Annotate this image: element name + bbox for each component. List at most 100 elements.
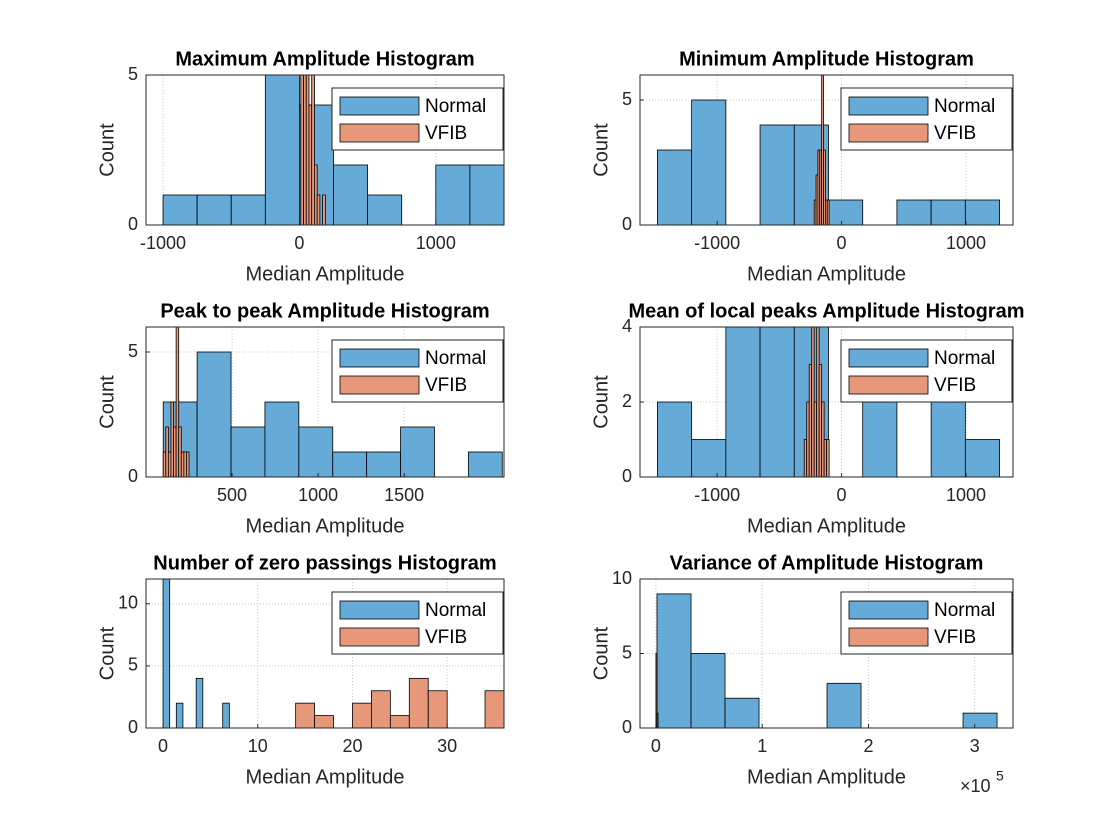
x-axis-label: Median Amplitude	[246, 766, 405, 788]
histogram-bar	[964, 439, 1000, 477]
legend-swatch	[339, 375, 420, 395]
legend-label: Normal	[425, 96, 486, 117]
x-tick-label: 0	[837, 233, 847, 253]
plot-area	[162, 327, 503, 477]
histogram-bar	[222, 702, 230, 728]
x-tick-label: 3	[970, 736, 980, 756]
legend-swatch	[339, 123, 420, 143]
chart-title: Minimum Amplitude Histogram	[679, 48, 974, 70]
histogram-bar	[389, 715, 410, 728]
x-tick-label: 500	[217, 485, 247, 505]
histogram-bar	[352, 702, 372, 728]
y-tick-label: 0	[128, 466, 138, 486]
y-tick-label: 4	[622, 316, 632, 336]
y-tick-label: 0	[622, 214, 632, 234]
legend-swatch	[848, 627, 929, 647]
x-tick-label: -1000	[694, 485, 740, 505]
x-exponent-base: ×10	[960, 776, 991, 796]
histogram-bar	[962, 712, 998, 728]
x-tick-label: 0	[651, 736, 661, 756]
x-tick-label: 0	[158, 736, 168, 756]
y-axis-label: Count	[590, 375, 612, 429]
y-tick-label: 10	[118, 593, 138, 613]
histogram-bar	[896, 199, 932, 225]
histogram-bar	[691, 99, 727, 225]
histogram-bar	[657, 149, 693, 225]
legend-swatch	[339, 600, 420, 620]
histogram-bar	[295, 702, 315, 728]
y-axis-label: Count	[96, 626, 118, 680]
chart-title: Number of zero passings Histogram	[153, 552, 496, 574]
histogram-bar	[303, 75, 307, 225]
histogram-bar	[300, 75, 304, 225]
x-tick-label: 1000	[416, 233, 456, 253]
legend-swatch	[339, 627, 420, 647]
legend-label: Normal	[934, 600, 995, 621]
plot-area	[657, 327, 1000, 477]
legend-label: VFIB	[425, 375, 467, 396]
y-tick-label: 0	[128, 717, 138, 737]
histogram-bar	[759, 124, 795, 225]
x-tick-label: 2	[863, 736, 873, 756]
histogram-bar	[264, 401, 300, 477]
histogram-bar	[655, 653, 658, 728]
histogram-bar	[862, 401, 898, 477]
y-tick-label: 5	[128, 341, 138, 361]
axes-box	[145, 74, 505, 226]
histogram-bar	[332, 451, 368, 477]
legend-label: Normal	[425, 600, 486, 621]
legend-swatch	[848, 375, 929, 395]
histogram-bar	[828, 199, 864, 225]
y-tick-label: 5	[622, 89, 632, 109]
legend-label: VFIB	[934, 123, 976, 144]
histogram-bar	[366, 451, 401, 477]
y-tick-label: 2	[622, 391, 632, 411]
x-exponent: 5	[996, 768, 1004, 784]
legend-swatch	[848, 123, 929, 143]
histogram-bar	[826, 439, 830, 477]
plot-area	[655, 593, 998, 728]
legend-swatch	[848, 96, 929, 116]
histogram-bar	[175, 327, 180, 477]
histogram-bar	[826, 682, 862, 728]
x-tick-label: 1000	[946, 485, 986, 505]
histogram-bar	[930, 199, 966, 225]
y-tick-label: 5	[128, 655, 138, 675]
y-tick-label: 0	[622, 717, 632, 737]
x-axis-label: Median Amplitude	[747, 515, 906, 537]
plot-area	[657, 75, 1000, 225]
histogram-bar	[823, 149, 826, 225]
histogram-bar	[195, 677, 204, 728]
chart-title: Maximum Amplitude Histogram	[175, 48, 474, 70]
x-axis-label: Median Amplitude	[246, 263, 405, 285]
x-axis-label: Median Amplitude	[747, 766, 906, 788]
histogram-bar	[316, 194, 321, 225]
histogram-bar	[186, 451, 190, 477]
histogram-bar	[656, 712, 659, 728]
plot-area	[162, 579, 504, 728]
histogram-bar	[367, 194, 403, 225]
histogram-bar	[724, 697, 760, 728]
histogram-bar	[322, 194, 326, 225]
axes-box	[639, 74, 1014, 226]
y-axis-label: Count	[96, 123, 118, 177]
histogram-bar	[162, 194, 198, 225]
x-tick-label: -1000	[140, 233, 186, 253]
x-tick-label: 1	[757, 736, 767, 756]
y-tick-label: 5	[622, 642, 632, 662]
histogram-bar	[264, 75, 300, 225]
y-axis-label: Count	[590, 626, 612, 680]
histogram-bar	[298, 426, 334, 477]
legend-swatch	[339, 348, 420, 368]
histogram-bar	[759, 327, 795, 477]
chart-title: Mean of local peaks Amplitude Histogram	[628, 300, 1024, 322]
x-axis-label: Median Amplitude	[747, 263, 906, 285]
histogram-bar	[314, 715, 334, 728]
y-tick-label: 10	[612, 568, 632, 588]
histogram-bar	[484, 690, 504, 728]
histogram-bar	[435, 164, 471, 225]
histogram-bar	[314, 164, 318, 225]
legend-label: Normal	[425, 348, 486, 369]
legend-label: VFIB	[425, 123, 467, 144]
y-tick-label: 0	[622, 466, 632, 486]
